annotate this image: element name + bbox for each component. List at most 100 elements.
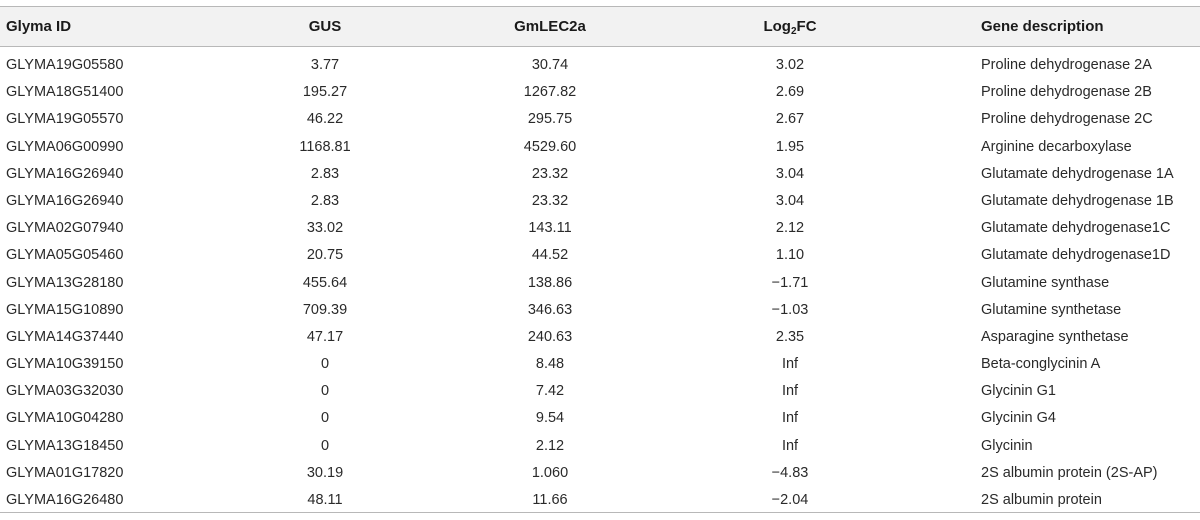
cell-gus: 20.75 [306, 247, 344, 264]
header-gene-description: Gene description [981, 18, 1104, 35]
cell-gene-description: Glutamate dehydrogenase 1B [981, 192, 1174, 209]
table-row: GLYMA05G05460 20.75 44.52 1.10 Glutamate deh… [0, 242, 1200, 269]
cell-gmlec2a: 1.060 [531, 464, 569, 481]
cell-gene-description: Glutamate dehydrogenase 1A [981, 165, 1174, 182]
table-row: GLYMA16G26940 2.83 23.32 3.04 Glutamate dehy… [0, 161, 1200, 188]
cell-gmlec2a: 44.52 [531, 247, 569, 264]
cell-log2fc: Inf [781, 383, 799, 400]
table-row: GLYMA13G18450 0 2.12 Inf Glycinin [0, 433, 1200, 460]
cell-log2fc: 3.04 [775, 192, 805, 209]
cell-glyma-id: GLYMA05G05460 [6, 247, 124, 264]
cell-gus: 0 [320, 383, 330, 400]
cell-gus: 0 [320, 356, 330, 373]
cell-gus: 1168.81 [299, 138, 351, 155]
cell-gmlec2a: 1267.82 [523, 84, 577, 101]
cell-glyma-id: GLYMA16G26940 [6, 192, 124, 209]
table-header-row: Glyma ID GUS GmLEC2a Log2FC Gene descrip… [0, 7, 1200, 46]
table-row: GLYMA03G32030 0 7.42 Inf Glycinin G1 [0, 378, 1200, 405]
cell-glyma-id: GLYMA06G00990 [6, 138, 124, 155]
cell-gmlec2a: 295.75 [527, 111, 573, 128]
cell-log2fc: −2.04 [771, 492, 809, 508]
cell-gmlec2a: 240.63 [527, 328, 573, 345]
cell-gmlec2a: 138.86 [527, 274, 573, 291]
cell-gene-description: Glutamate dehydrogenase1D [981, 247, 1171, 264]
cell-gene-description: Glutamine synthase [981, 274, 1110, 291]
cell-glyma-id: GLYMA01G17820 [6, 464, 124, 481]
cell-gus: 0 [320, 410, 330, 427]
cell-gmlec2a: 4529.60 [523, 138, 577, 155]
cell-log2fc: Inf [781, 437, 799, 454]
cell-log2fc: 2.12 [775, 220, 805, 237]
cell-gene-description: Asparagine synthetase [981, 328, 1129, 345]
cell-gene-description: Glycinin G4 [981, 410, 1056, 427]
cell-gene-description: Glycinin G1 [981, 383, 1056, 400]
cell-gus: 195.27 [302, 84, 348, 101]
cell-gus: 46.22 [306, 111, 344, 128]
cell-log2fc: 2.69 [775, 84, 805, 101]
cell-gene-description: Arginine decarboxylase [981, 138, 1132, 155]
header-log2fc-main: Log [763, 18, 791, 35]
cell-gmlec2a: 30.74 [531, 57, 569, 73]
cell-log2fc: Inf [781, 410, 799, 427]
cell-gmlec2a: 23.32 [531, 165, 569, 182]
cell-gus: 0 [320, 437, 330, 454]
cell-gus: 709.39 [302, 301, 348, 318]
header-gmlec2a: GmLEC2a [514, 18, 586, 35]
cell-log2fc: Inf [781, 356, 799, 373]
table-row: GLYMA14G37440 47.17 240.63 2.35 Asparagine s… [0, 324, 1200, 351]
table-row: GLYMA02G07940 33.02 143.11 2.12 Glutamate de… [0, 215, 1200, 242]
cell-glyma-id: GLYMA10G39150 [6, 356, 124, 373]
cell-gus: 30.19 [306, 464, 344, 481]
table-row: GLYMA06G00990 1168.81 4529.60 1.95 Arginine … [0, 134, 1200, 161]
cell-gene-description: Proline dehydrogenase 2A [981, 57, 1152, 73]
header-gus: GUS [308, 18, 342, 35]
table-row: GLYMA13G28180 455.64 138.86 −1.71 Glutamine … [0, 270, 1200, 297]
cell-glyma-id: GLYMA13G18450 [6, 437, 124, 454]
cell-glyma-id: GLYMA16G26940 [6, 165, 124, 182]
cell-gmlec2a: 143.11 [528, 220, 572, 237]
cell-gene-description: Glycinin [981, 437, 1033, 454]
table-row: GLYMA10G04280 0 9.54 Inf Glycinin G4 [0, 405, 1200, 432]
cell-gus: 2.83 [310, 192, 340, 209]
cell-gus: 33.02 [306, 220, 344, 237]
table-body: GLYMA19G05580 3.77 30.74 3.02 Proline dehydr… [0, 52, 1200, 514]
cell-gus: 47.17 [306, 328, 344, 345]
table-row: GLYMA10G39150 0 8.48 Inf Beta-conglycinin A [0, 351, 1200, 378]
cell-log2fc: −1.71 [771, 274, 809, 291]
cell-gene-description: Proline dehydrogenase 2B [981, 84, 1152, 101]
cell-gene-description: 2S albumin protein (2S-AP) [981, 464, 1158, 481]
cell-log2fc: 1.10 [775, 247, 805, 264]
cell-gene-description: Beta-conglycinin A [981, 356, 1101, 373]
cell-log2fc: −1.03 [771, 301, 809, 318]
cell-gene-description: Glutamate dehydrogenase1C [981, 220, 1171, 237]
cell-gmlec2a: 11.66 [532, 492, 568, 508]
table-row: GLYMA01G17820 30.19 1.060 −4.83 2S albumin p… [0, 460, 1200, 487]
cell-gene-description: Proline dehydrogenase 2C [981, 111, 1153, 128]
header-log2fc: Log2FC [690, 7, 890, 46]
header-log2fc-sub: 2 [790, 26, 797, 37]
cell-log2fc: −4.83 [771, 464, 809, 481]
cell-glyma-id: GLYMA02G07940 [6, 220, 124, 237]
table-row: GLYMA16G26940 2.83 23.32 3.04 Glutamate dehy… [0, 188, 1200, 215]
cell-gus: 3.77 [310, 57, 340, 73]
cell-log2fc: 3.04 [775, 165, 805, 182]
cell-gmlec2a: 8.48 [535, 356, 565, 373]
cell-gmlec2a: 2.12 [535, 437, 565, 454]
cell-gmlec2a: 7.42 [535, 383, 565, 400]
cell-glyma-id: GLYMA13G28180 [6, 274, 124, 291]
cell-glyma-id: GLYMA15G10890 [6, 301, 124, 318]
cell-gmlec2a: 23.32 [531, 192, 569, 209]
cell-gmlec2a: 346.63 [527, 301, 573, 318]
cell-gmlec2a: 9.54 [535, 410, 565, 427]
table-row: GLYMA18G51400 195.27 1267.82 2.69 Proline de… [0, 79, 1200, 106]
cell-gus: 455.64 [302, 274, 348, 291]
table-header-rule [0, 46, 1200, 47]
cell-gene-description: Glutamine synthetase [981, 301, 1122, 318]
cell-glyma-id: GLYMA18G51400 [6, 84, 124, 101]
header-glyma-id: Glyma ID [6, 18, 72, 35]
cell-gus: 48.11 [307, 492, 343, 508]
table-row: GLYMA19G05570 46.22 295.75 2.67 Proline dehy… [0, 106, 1200, 133]
cell-glyma-id: GLYMA19G05580 [6, 57, 124, 73]
cell-glyma-id: GLYMA03G32030 [6, 383, 124, 400]
